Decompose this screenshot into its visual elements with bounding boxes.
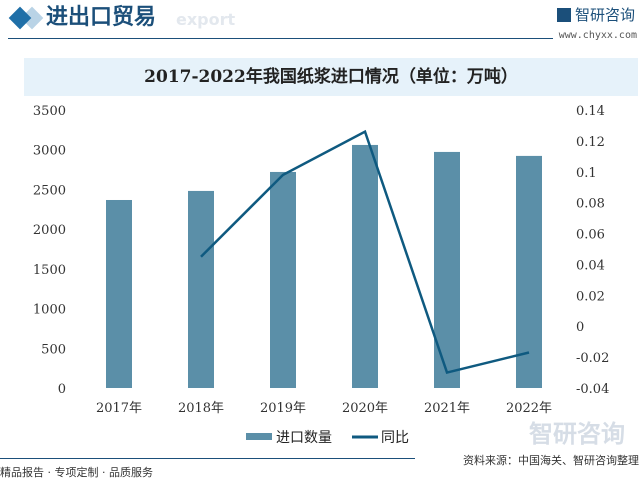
section-title: 进出口贸易 <box>46 5 157 30</box>
y-right-tick-label: 0.02 <box>576 289 605 304</box>
brand-icon <box>556 8 571 22</box>
legend-bar-swatch <box>246 433 272 440</box>
x-tick-label: 2018年 <box>178 401 224 416</box>
footer-brand-watermark: 智研咨询 <box>529 420 625 448</box>
bar <box>516 155 542 388</box>
bar <box>106 199 132 388</box>
y-left-tick-label: 3000 <box>33 144 66 159</box>
x-tick-label: 2019年 <box>260 401 306 416</box>
y-left-tick-label: 0 <box>58 382 66 397</box>
footer-divider <box>0 458 415 459</box>
x-tick-label: 2017年 <box>96 401 142 416</box>
brand-name: 智研咨询 <box>574 6 635 24</box>
y-right-tick-label: 0.08 <box>576 197 605 212</box>
y-left-tick-label: 500 <box>41 342 66 357</box>
y-right-tick-label: -0.02 <box>576 351 609 366</box>
y-right-tick-label: 0.14 <box>576 104 605 119</box>
y-left-tick-label: 1500 <box>33 263 66 278</box>
bar <box>188 190 214 388</box>
brand-logo: 智研咨询 <box>556 6 635 24</box>
y-left-tick-label: 2500 <box>33 183 66 198</box>
chart-title: 2017-2022年我国纸浆进口情况（单位：万吨） <box>24 58 638 96</box>
data-source: 资料来源：中国海关、智研咨询整理 <box>463 454 639 467</box>
header-watermark: export <box>176 10 236 29</box>
y-right-tick-label: 0.1 <box>576 166 597 181</box>
header-divider <box>8 38 553 39</box>
y-right-tick-label: 0.04 <box>576 258 605 273</box>
y-left-tick-label: 1000 <box>33 303 66 318</box>
y-right-tick-label: 0 <box>576 320 584 335</box>
y-right-tick-label: -0.04 <box>576 382 609 397</box>
bar <box>434 151 460 388</box>
y-right-tick-label: 0.06 <box>576 228 605 243</box>
bar <box>352 144 378 388</box>
legend-label: 进口数量 <box>276 430 332 446</box>
x-tick-label: 2022年 <box>506 401 552 416</box>
bar <box>270 171 296 388</box>
footer-slogan: 精品报告 · 专项定制 · 品质服务 <box>0 466 153 479</box>
x-tick-label: 2020年 <box>342 401 388 416</box>
y-right-tick-label: 0.12 <box>576 135 605 150</box>
legend-label: 同比 <box>381 430 409 446</box>
y-left-tick-label: 2000 <box>33 223 66 238</box>
brand-url: www.chyxx.com <box>558 30 637 41</box>
y-left-tick-label: 3500 <box>33 104 66 119</box>
x-tick-label: 2021年 <box>424 401 470 416</box>
